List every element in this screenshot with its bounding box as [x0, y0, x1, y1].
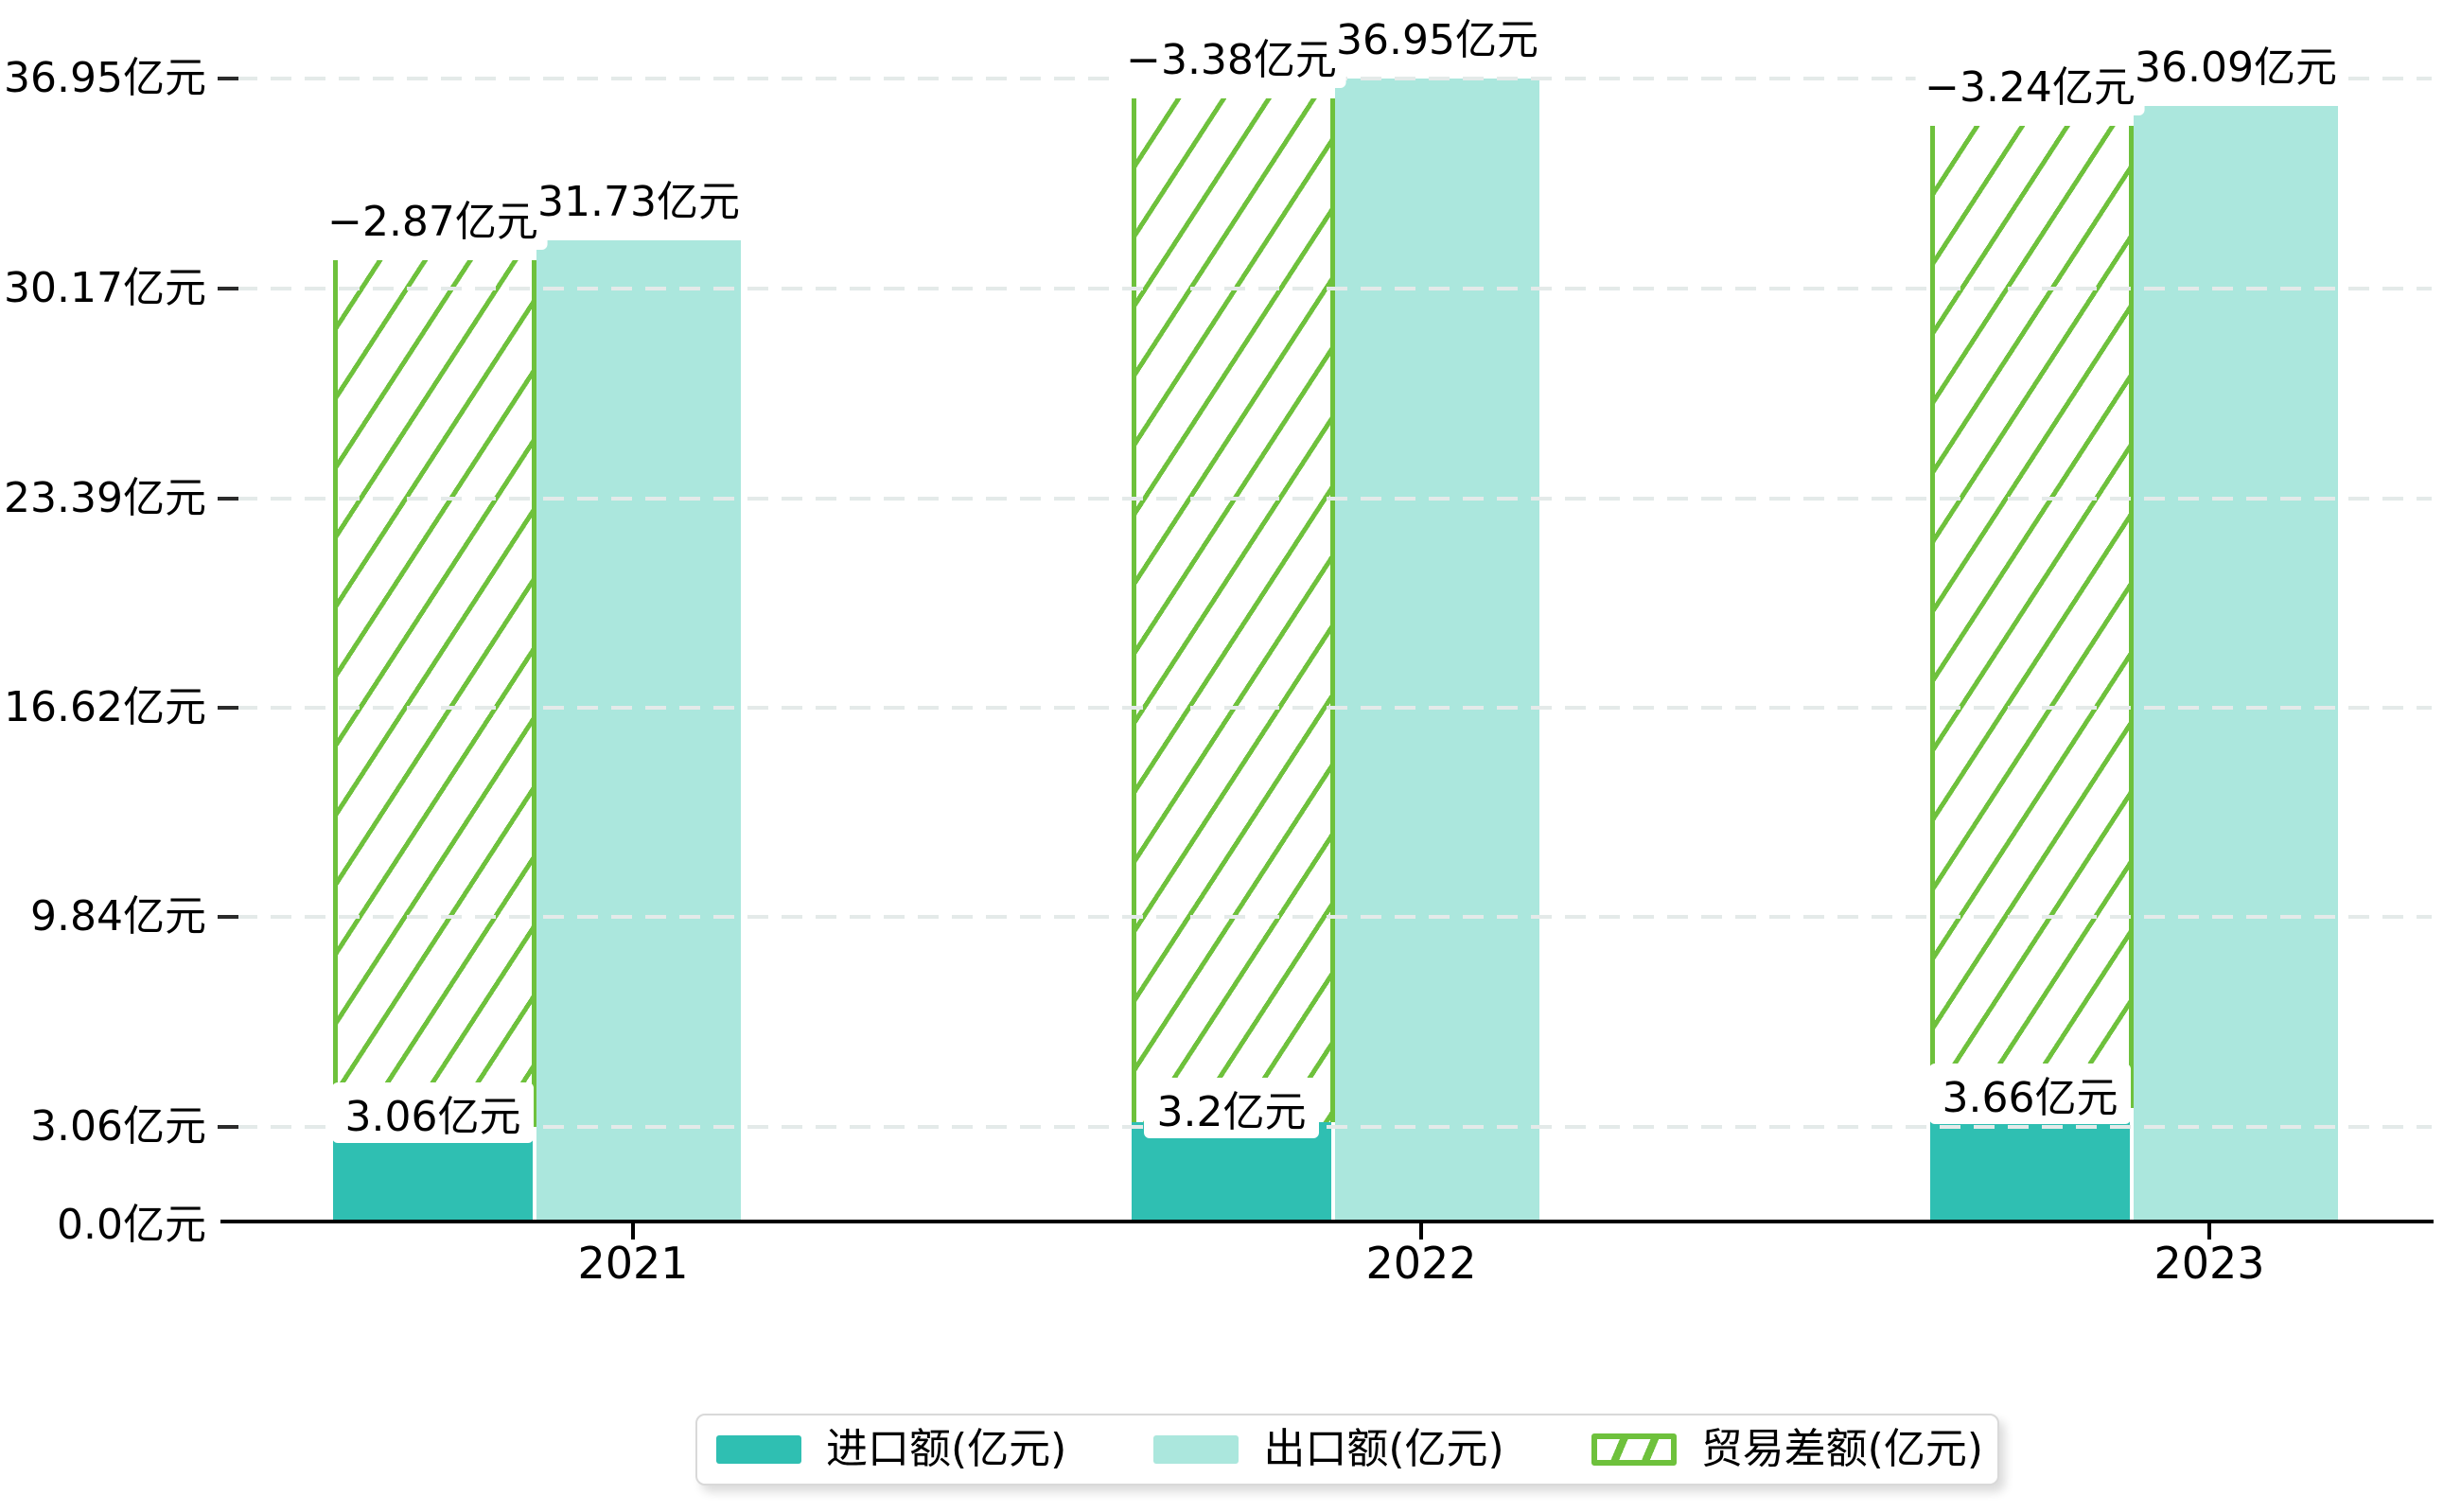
import-bar[interactable] [1930, 1108, 2130, 1222]
y-axis-tick [218, 705, 238, 710]
y-axis-tick [218, 1124, 238, 1129]
y-axis-label: 36.95亿元 [4, 54, 206, 103]
export-swatch-icon [1153, 1434, 1239, 1464]
y-axis-tick [218, 287, 238, 291]
y-axis-label: 0.0亿元 [57, 1200, 206, 1249]
export-bar[interactable] [1335, 79, 1539, 1222]
chart-legend: 进口额(亿元) 出口额(亿元) 贸易差额(亿元) [695, 1414, 1999, 1486]
export-value-label: 31.73亿元 [528, 174, 749, 231]
y-axis-label: 9.84亿元 [30, 892, 206, 941]
y-axis-label: 3.06亿元 [30, 1101, 206, 1151]
trade-balance-bar[interactable] [1930, 125, 2134, 1109]
y-axis-label: 30.17亿元 [4, 263, 206, 312]
balance-hatch-swatch-icon [1591, 1433, 1677, 1466]
x-axis-tick [1419, 1223, 1423, 1239]
y-axis-tick [218, 496, 238, 501]
legend-label: 出口额(亿元) [1263, 1424, 1504, 1473]
import-value-label: 3.06亿元 [331, 1081, 535, 1143]
legend-label: 贸易差额(亿元) [1700, 1424, 1984, 1473]
legend-item-import[interactable]: 进口额(亿元) [716, 1424, 1067, 1473]
x-axis-tick [631, 1223, 635, 1239]
legend-item-export[interactable]: 出口额(亿元) [1153, 1424, 1504, 1473]
x-axis-label: 2023 [2153, 1238, 2265, 1289]
balance-value-label: −3.24亿元 [1915, 59, 2145, 115]
y-axis-label: 23.39亿元 [4, 473, 206, 522]
export-value-label: 36.95亿元 [1327, 12, 1548, 69]
trade-balance-bar[interactable] [1132, 98, 1335, 1123]
import-swatch-icon [716, 1434, 801, 1464]
export-value-label: 36.09亿元 [2125, 39, 2347, 96]
y-axis-tick [218, 915, 238, 920]
export-bar[interactable] [536, 240, 741, 1222]
balance-value-label: −2.87亿元 [318, 194, 548, 251]
legend-item-balance[interactable]: 贸易差额(亿元) [1591, 1424, 1984, 1473]
import-value-label: 3.2亿元 [1143, 1078, 1320, 1139]
y-axis-tick [218, 77, 238, 81]
export-bar[interactable] [2134, 105, 2338, 1222]
import-bar[interactable] [1132, 1122, 1331, 1222]
y-axis-label: 16.62亿元 [4, 682, 206, 731]
x-axis-line [220, 1220, 2434, 1223]
import-value-label: 3.66亿元 [1928, 1064, 2132, 1125]
legend-label: 进口额(亿元) [826, 1424, 1067, 1473]
trade-balance-bar[interactable] [333, 260, 536, 1127]
x-axis-tick [2207, 1223, 2211, 1239]
balance-value-label: −3.38亿元 [1116, 32, 1346, 89]
x-axis-label: 2021 [577, 1238, 689, 1289]
x-axis-label: 2022 [1365, 1238, 1477, 1289]
